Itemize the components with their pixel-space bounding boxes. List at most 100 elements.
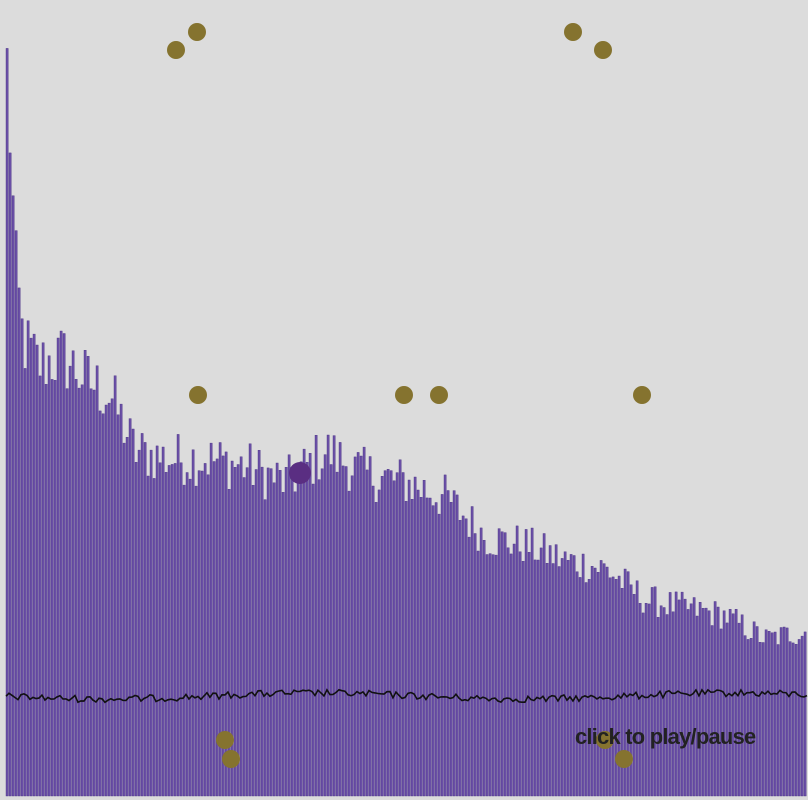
play-pause-button[interactable]: click to play/pause [575,724,756,749]
frequency-bar [578,577,582,797]
frequency-bar [233,467,237,797]
frequency-bar [146,475,150,797]
frequency-bar [257,450,261,797]
frequency-bar [620,588,624,797]
frequency-bar [104,404,108,797]
frequency-bar [77,387,81,797]
frequency-bar [506,547,510,797]
frequency-bar [635,580,639,797]
frequency-bar [17,287,21,797]
frequency-bar [110,398,114,797]
frequency-bar [416,489,420,797]
frequency-bar [599,560,603,797]
frequency-bar [560,558,564,797]
frequency-bar [422,480,426,797]
frequency-bar [533,559,537,797]
frequency-bar [308,453,312,797]
frequency-bar [203,463,207,797]
frequency-bar [149,449,153,797]
frequency-bar [497,528,501,797]
frequency-bar [395,472,399,797]
frequency-bar [41,342,45,797]
frequency-bar [323,454,327,797]
frequency-bar [728,609,732,797]
frequency-bar [350,475,354,797]
frequency-bar [215,458,219,797]
frequency-bar [791,642,795,797]
frequency-bar [287,454,291,797]
frequency-bar [386,469,390,797]
frequency-bar [119,403,123,797]
frequency-bar [134,462,138,797]
frequency-bar [788,641,792,797]
frequency-bar [494,554,498,797]
frequency-bar [362,446,366,797]
frequency-bar [458,520,462,797]
frequency-bar [356,452,360,797]
frequency-bar [491,554,495,797]
frequency-bar [341,465,345,797]
frequency-bar [368,456,372,797]
frequency-bar [266,467,270,797]
frequency-bar [374,502,378,797]
frequency-bar [443,474,447,797]
frequency-bar [482,540,486,797]
frequency-bar [101,413,105,797]
frequency-bar [719,628,723,797]
frequency-bar [365,469,369,797]
frequency-bar [197,470,201,797]
frequency-bar [470,506,474,797]
frequency-bar [224,451,228,797]
frequency-bar [125,437,129,797]
frequency-bar [800,635,804,797]
frequency-bar [512,543,516,797]
frequency-bar [623,568,627,797]
frequency-bar [500,531,504,797]
frequency-bar [686,609,690,797]
frequency-bar [668,592,672,797]
frequency-bar [50,379,54,797]
frequency-bar [740,614,744,797]
frequency-bar [737,622,741,797]
frequency-bar [410,499,414,797]
frequency-bar [803,631,807,797]
frequency-bar [701,608,705,797]
frequency-bar [581,553,585,797]
frequency-bar [641,612,645,797]
frequency-bar [74,379,78,797]
frequency-bar [329,464,333,797]
frequency-bar [20,318,24,797]
frequency-bar [275,462,279,797]
frequency-bar [539,547,543,797]
frequency-bar [11,195,15,797]
frequency-bar [446,490,450,797]
frequency-bar [569,554,573,797]
frequency-bar [764,629,768,797]
frequency-bar [725,622,729,797]
frequency-bar [227,489,231,797]
frequency-bar [299,461,303,797]
frequency-bar [44,384,48,797]
particle-dot [189,386,207,404]
frequency-bar [185,472,189,797]
frequency-bar [761,642,765,797]
frequency-bar [392,480,396,797]
frequency-bar [713,601,717,797]
particle-dot [430,386,448,404]
frequency-bar [563,551,567,797]
frequency-bar [32,333,36,797]
frequency-bar [164,472,168,797]
frequency-bar [590,566,594,797]
frequency-bar [23,368,27,797]
frequency-bar [572,555,576,797]
frequency-bar [272,482,276,797]
frequency-bar [431,505,435,797]
frequency-bar [242,477,246,797]
frequency-bar [695,615,699,797]
frequency-bar [587,579,591,797]
frequency-bar [140,433,144,797]
frequency-bar [89,388,93,797]
frequency-bar [557,566,561,797]
frequency-bar [785,627,789,797]
